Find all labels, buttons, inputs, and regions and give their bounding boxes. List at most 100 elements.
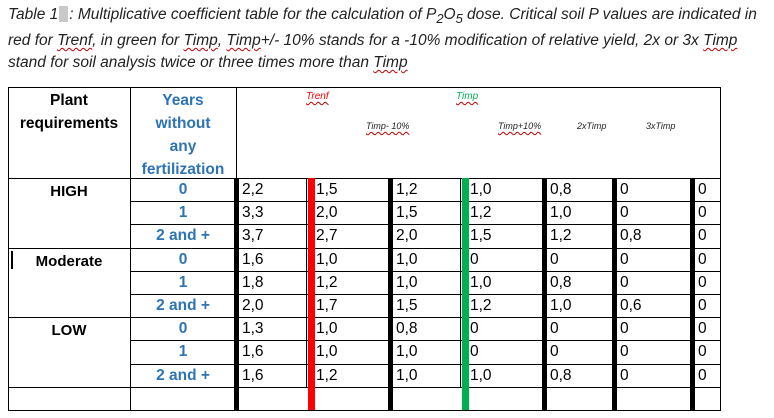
value-cell: 2,0 [316,204,338,222]
caption-timp: Timp [183,32,218,50]
caption-text: +/- 10% stands for a -10% modification o… [260,32,704,50]
header-line: requirements [19,115,119,132]
value-cell: 0 [550,343,559,361]
value-cell: 0,8 [396,320,418,338]
header-2x-timp: 2xTimp [577,121,607,131]
col-rule [8,87,9,410]
col-rule [460,178,461,387]
header-timp-plus-10-label: Timp+10% [498,121,542,131]
table-rule [8,178,721,179]
header-plant-requirements: Plant requirements [8,89,130,135]
value-cell: 1,2 [470,204,492,222]
value-cell: 1,2 [396,181,418,198]
caption-subscript: 5 [455,11,463,27]
caption-timp: Timp [373,54,408,72]
value-cell: 1,0 [550,297,572,314]
value-cell: 0 [698,343,707,361]
caption-table-number: Table 1 [8,6,59,23]
value-cell: 1,7 [316,297,338,314]
value-cell: 1,0 [396,343,418,361]
value-cell: 0 [620,250,629,268]
header-timp-minus-10-label: Timp- 10% [366,121,410,131]
years-cell: 0 [178,181,188,198]
header-trenf-label: Trenf [306,91,329,102]
row-rule [130,294,721,295]
col-rule [720,87,721,410]
header-line: Plant [50,92,88,109]
table-rule [8,410,721,411]
value-cell: 0 [698,273,707,291]
row-rule [130,340,721,341]
row-rule [130,224,721,225]
value-cell: 0 [620,343,629,361]
thick-col-rule [690,178,695,410]
thick-col-rule [388,178,393,410]
value-cell: 3,3 [242,204,264,222]
value-cell: 0 [698,181,707,198]
value-cell: 1,6 [242,250,264,268]
col-rule [130,87,131,410]
value-cell: 0 [620,366,629,384]
value-cell: 0 [620,181,629,198]
thick-col-rule [612,178,617,410]
years-cell: 0 [178,320,188,338]
caption-timp: Timp [703,32,738,50]
years-cell: 2 and + [156,366,210,384]
value-cell: 0 [550,320,559,338]
value-cell: 0,8 [550,181,572,198]
header-years-without-fertilization: Years without any fertilization [130,89,236,181]
value-cell: 0 [550,250,559,268]
value-cell: 1,6 [242,366,264,384]
value-cell: 2,2 [242,181,264,198]
caption-text: stand for soil analysis twice or three t… [8,54,374,72]
value-cell: 1,5 [396,204,418,222]
value-cell: 0 [698,320,707,338]
value-cell: 1,0 [316,250,338,268]
value-cell: 0,8 [550,366,572,384]
caption-text: O [443,6,456,23]
years-cell: 2 and + [156,227,210,245]
value-cell: 0 [470,250,479,268]
group-label: Moderate [35,252,103,270]
caption-trenf: Trenf [57,32,93,50]
header-timp-minus-10: Timp- 10% [366,121,409,131]
value-cell: 1,5 [316,181,338,198]
caption-subscript: 2 [436,11,444,27]
value-cell: 3,7 [242,227,264,245]
value-cell: 2,0 [242,297,264,314]
group-label: LOW [51,322,87,340]
value-cell: 1,0 [470,181,492,198]
value-cell: 1,2 [470,297,492,314]
value-cell: 0 [698,366,707,384]
timp-critical-bar [462,178,469,410]
value-cell: 1,0 [470,366,492,384]
trenf-critical-bar [308,178,315,410]
field-marker [59,6,69,22]
header-line: fertilization [141,161,225,178]
text-cursor [11,250,13,269]
caption-text: , in green for [92,32,184,50]
caption-text: , [217,32,227,50]
value-cell: 1,2 [316,273,338,291]
row-rule [130,364,721,365]
years-cell: 2 and + [156,297,210,314]
years-cell: 1 [178,204,188,222]
caption-text: : Multiplicative coefficient table for t… [69,6,437,23]
row-rule [130,271,721,272]
header-timp-label: Timp [456,91,479,102]
table-rule [8,87,721,88]
group-label: HIGH [50,183,88,200]
value-cell: 1,8 [242,273,264,291]
thick-col-rule [234,178,239,410]
value-cell: 0 [698,250,707,268]
value-cell: 1,0 [550,204,572,222]
value-cell: 0,8 [620,227,642,245]
value-cell: 0 [698,227,707,245]
value-cell: 0,8 [550,273,572,291]
years-cell: 1 [178,273,188,291]
value-cell: 1,0 [316,320,338,338]
coefficient-table: Plant requirements Years without any fer… [8,87,721,411]
table-rule [8,387,721,388]
header-timp: Timp [456,91,478,102]
table-rule [8,248,721,249]
